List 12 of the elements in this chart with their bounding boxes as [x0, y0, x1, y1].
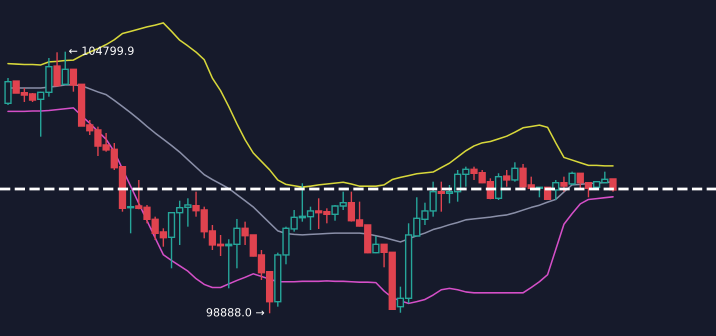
annotation: 98888.0 → — [206, 308, 264, 316]
candlestick — [503, 169, 510, 188]
candlestick — [372, 235, 380, 254]
candlestick — [494, 172, 502, 201]
candlestick — [560, 176, 568, 192]
candlestick — [53, 52, 61, 88]
candlestick — [511, 162, 519, 182]
candlestick — [62, 50, 69, 86]
candlestick — [568, 170, 576, 186]
candlestick — [4, 77, 12, 106]
candlestick — [438, 180, 445, 212]
candlestick — [127, 189, 134, 234]
